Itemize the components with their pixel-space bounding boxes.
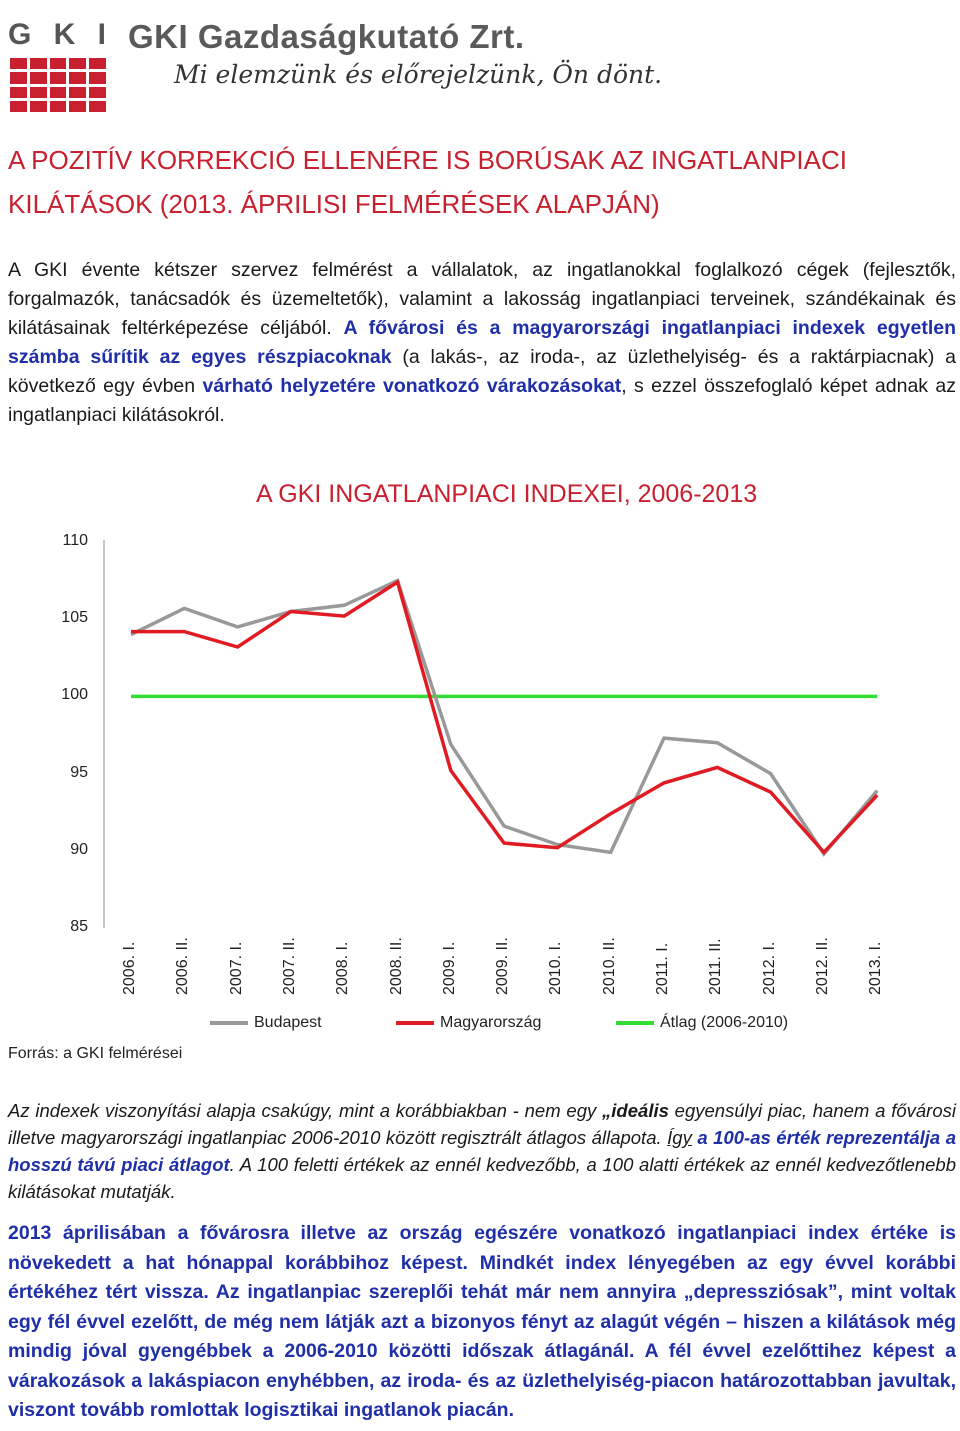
legend-label-budapest: Budapest (254, 1014, 322, 1031)
series-line-0 (130, 578, 879, 857)
x-tick-label: 2012. I. (760, 941, 778, 995)
x-tick-label: 2010. I. (547, 941, 565, 995)
x-tick-label: 2006. I. (121, 941, 138, 995)
explain-text-3: . A 100 feletti értékek az ennél kedvező… (8, 1154, 956, 1202)
intro-highlight-2: várható helyzetére vonatkozó várakozások… (202, 375, 622, 397)
x-tick-label: 2008. I. (334, 941, 352, 995)
x-tick-label: 2009. I. (440, 941, 458, 995)
series-line-1 (131, 579, 879, 855)
explain-highlight: a 100-as érték reprezentálja a hosszú tá… (8, 1127, 957, 1175)
legend-swatch-atlag (616, 1021, 654, 1025)
logo-grid-icon (10, 58, 106, 112)
y-tick-label: 90 (70, 840, 88, 858)
legend-item-budapest: Budapest (210, 1014, 322, 1032)
legend-swatch-magyarorszag (396, 1021, 434, 1025)
y-tick-label: 85 (70, 918, 88, 935)
explanation-paragraph: Az indexek viszonyítási alapja csakúgy, … (8, 1097, 956, 1205)
intro-highlight-1: A fővárosi és a magyarországi ingatlanpi… (8, 317, 956, 368)
intro-paragraph: A GKI évente kétszer szervez felmérést a… (8, 256, 956, 430)
gki-logo: G K I (8, 12, 108, 112)
logo-letters: G K I (8, 18, 108, 52)
x-tick-label: 2011. II. (707, 938, 725, 995)
legend-item-atlag: Átlag (2006-2010) (616, 1014, 788, 1032)
intro-text-3: , s ezzel összefoglaló képet adnak az in… (8, 375, 957, 426)
y-tick-label: 100 (61, 686, 88, 704)
page-title: A POZITÍV KORREKCIÓ ELLENÉRE IS BORÚSAK … (8, 145, 847, 219)
intro-text-2: (a lakás-, az iroda-, az üzlethelyiség- … (8, 346, 956, 397)
explain-igy: Így (667, 1127, 692, 1148)
brand-slogan: Mi elemzünk és előrejelzünk, Ön dönt. (174, 60, 663, 89)
x-tick-label: 2010. II. (600, 937, 618, 995)
x-tick-label: 2013. I. (867, 941, 885, 995)
explain-text-1: Az indexek viszonyítási alapja csakúgy, … (8, 1100, 603, 1121)
legend-swatch-budapest (210, 1021, 248, 1025)
chart-source: Forrás: a GKI felmérései (8, 1045, 183, 1062)
conclusion-paragraph: 2013 áprilisában a fővárosra illetve az … (8, 1222, 956, 1421)
explain-text-2: egyensúlyi piac, hanem a fővárosi illetv… (8, 1100, 956, 1148)
chart-title: A GKI INGATLANPIACI INDEXEI, 2006-2013 (256, 480, 758, 508)
x-tick-label: 2009. II. (494, 937, 512, 995)
logo-letter-i: I (97, 18, 108, 51)
x-tick-label: 2012. II. (813, 937, 831, 995)
explain-ideal: „ideális (602, 1100, 669, 1121)
x-tick-label: 2006. II. (174, 937, 192, 995)
index-line-chart (103, 540, 879, 928)
legend-label-atlag: Átlag (2006-2010) (660, 1014, 789, 1031)
x-tick-label: 2007. II. (280, 937, 298, 995)
x-tick-label: 2007. I. (227, 941, 245, 995)
x-tick-label: 2011. I. (654, 942, 671, 995)
legend-label-magyarorszag: Magyarország (440, 1014, 542, 1031)
intro-text-1: A GKI évente kétszer szervez felmérést a… (8, 259, 956, 339)
y-tick-label: 95 (70, 763, 88, 781)
y-tick-label: 105 (61, 609, 88, 627)
y-tick-label: 110 (62, 532, 88, 549)
logo-letter-g: G (8, 18, 34, 51)
legend-item-magyarorszag: Magyarország (396, 1014, 541, 1032)
brand-name: GKI Gazdaságkutató Zrt. (128, 18, 525, 55)
logo-letter-k: K (53, 18, 78, 51)
x-tick-label: 2008. II. (387, 937, 405, 995)
